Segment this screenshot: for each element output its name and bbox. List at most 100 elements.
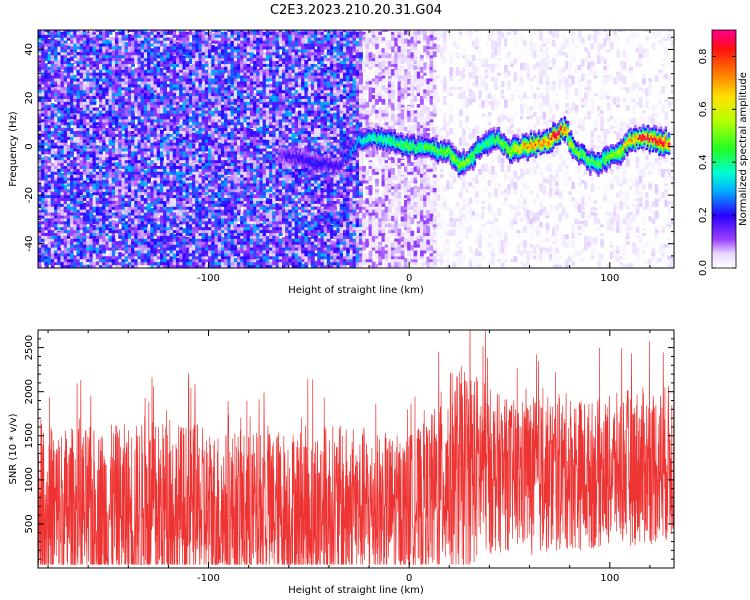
heatmap-cell [156, 165, 161, 169]
heatmap-cell [111, 46, 116, 50]
heatmap-cell [150, 149, 155, 155]
heatmap-cell [147, 39, 151, 44]
heatmap-cell [102, 60, 106, 64]
heatmap-cell [82, 258, 87, 263]
heatmap-cell [86, 191, 90, 198]
heatmap-cell [102, 209, 106, 213]
heatmap-cell [44, 223, 49, 228]
heatmap-cell [124, 154, 129, 161]
heatmap-cell [66, 119, 71, 123]
heatmap-cell [182, 232, 187, 236]
heatmap-cell [150, 225, 155, 233]
heatmap-cell [127, 83, 132, 88]
heatmap-cell [89, 188, 94, 193]
heatmap-cell [156, 65, 161, 73]
heatmap-cell [38, 30, 42, 35]
heatmap-cell [57, 59, 62, 64]
heatmap-cell [44, 109, 49, 117]
heatmap-cell [172, 135, 177, 140]
heatmap-cell [169, 34, 174, 38]
heatmap-cell [156, 177, 161, 184]
heatmap-cell [140, 219, 145, 225]
heatmap-cell [185, 214, 190, 219]
heatmap-cell [60, 133, 65, 137]
heatmap-cell [108, 220, 113, 225]
heatmap-cell [82, 45, 87, 50]
heatmap-cell [124, 35, 129, 41]
heatmap-cell [73, 176, 78, 181]
heatmap-cell [50, 245, 55, 254]
heatmap-cell [160, 198, 164, 204]
heatmap-cell [89, 242, 94, 251]
heatmap-cell [134, 38, 139, 44]
heatmap-cell [44, 255, 49, 260]
heatmap-cell [60, 194, 65, 198]
heatmap-cell [127, 60, 132, 64]
heatmap-cell [137, 179, 142, 184]
heatmap-cell [140, 108, 145, 114]
heatmap-cell [182, 165, 187, 172]
heatmap-cell [63, 109, 68, 114]
heatmap-cell [41, 122, 45, 129]
heatmap-cell [127, 200, 132, 204]
heatmap-cell [95, 54, 100, 59]
heatmap-cell [166, 37, 171, 41]
heatmap-cell [57, 118, 62, 123]
heatmap-cell [124, 238, 129, 242]
heatmap-cell [182, 156, 187, 161]
heatmap-cell [54, 39, 58, 44]
heatmap-cell [147, 186, 151, 190]
heatmap-cell [89, 205, 94, 210]
heatmap-cell [153, 135, 158, 140]
heatmap-cell [99, 231, 103, 236]
heatmap-cell [118, 260, 123, 266]
heatmap-cell [82, 187, 87, 193]
heatmap-cell [182, 71, 187, 76]
heatmap-cell [124, 95, 129, 99]
heatmap-cell [76, 154, 81, 161]
heatmap-cell [111, 37, 116, 41]
heatmap-cell [111, 200, 116, 204]
heatmap-cell [172, 76, 177, 85]
heatmap-cell [41, 107, 45, 111]
heatmap-cell [188, 262, 193, 266]
heatmap-cell [156, 57, 161, 62]
heatmap-cells [38, 30, 674, 268]
heatmap-cell [44, 244, 49, 248]
heatmap-cell [79, 171, 84, 175]
heatmap-cell [121, 239, 126, 245]
heatmap-cell [185, 257, 190, 263]
heatmap-cell [60, 79, 65, 85]
heatmap-cell [160, 114, 164, 120]
heatmap-cell [179, 122, 183, 126]
heatmap-cell [82, 219, 87, 225]
heatmap-cell [163, 264, 167, 268]
heatmap-cell [41, 169, 45, 178]
heatmap-cell [115, 191, 119, 196]
heatmap-cell [211, 212, 216, 216]
heatmap-cell [47, 207, 52, 213]
heatmap-cell [124, 254, 129, 263]
heatmap-cell [140, 227, 145, 236]
heatmap-cell [86, 254, 90, 260]
heatmap-cell [140, 253, 145, 260]
heatmap-cell [54, 73, 58, 79]
heatmap-cell [127, 104, 132, 108]
heatmap-cell [50, 195, 55, 201]
heatmap-cell [160, 201, 164, 207]
heatmap-cell [147, 90, 151, 96]
heatmap-cell [153, 49, 158, 53]
heatmap-cell [99, 76, 103, 82]
heatmap-cell [70, 33, 74, 38]
heatmap-cell [66, 81, 71, 85]
heatmap-cell [99, 199, 103, 204]
heatmap-cell [86, 228, 90, 234]
heatmap-cell [179, 204, 183, 210]
heatmap-cell [60, 163, 65, 169]
heatmap-cell [118, 30, 123, 32]
heatmap-cell [243, 192, 248, 196]
heatmap-cell [115, 30, 119, 32]
heatmap-cell [156, 168, 161, 172]
heatmap-cell [66, 57, 71, 62]
heatmap-cell [169, 184, 174, 190]
